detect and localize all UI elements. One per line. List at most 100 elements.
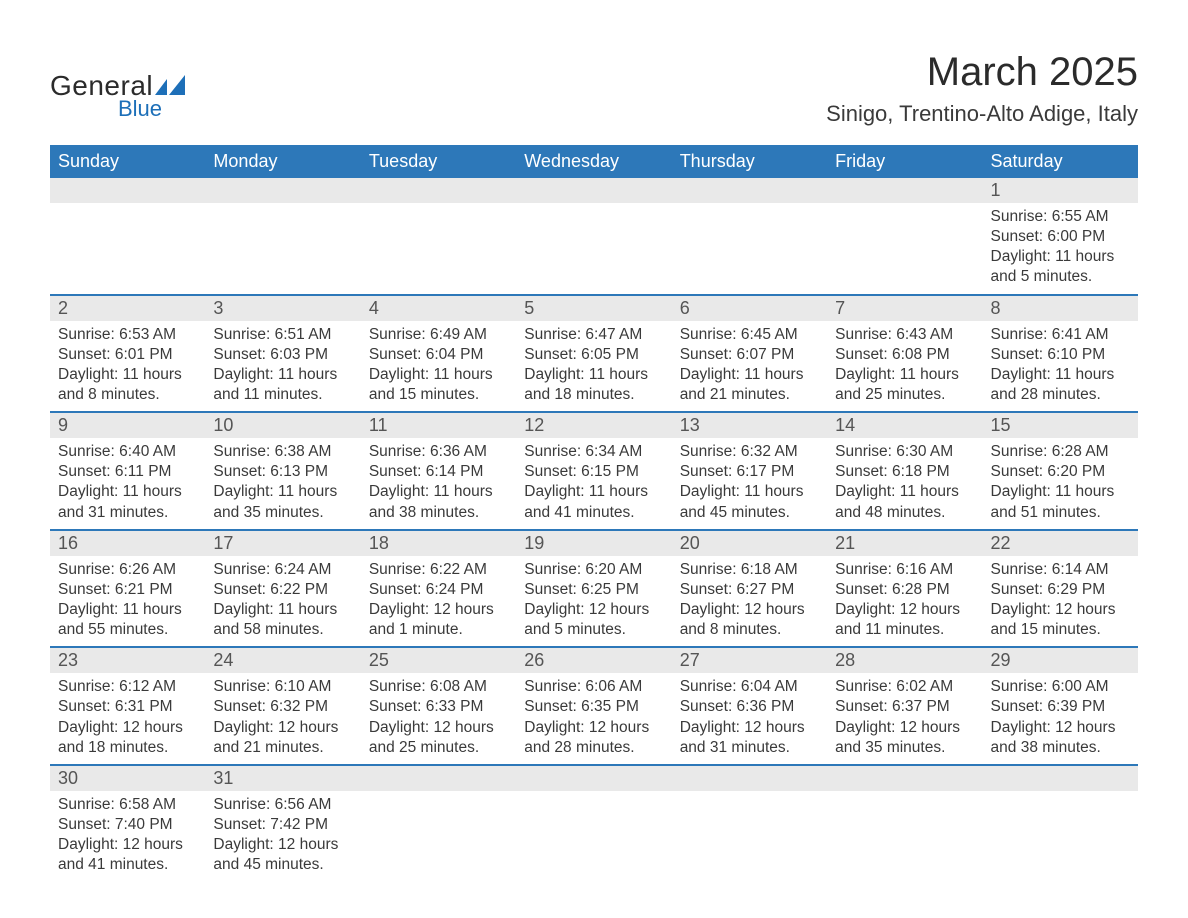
daylight-2: and 8 minutes. [680,620,819,640]
day-cell: Sunrise: 6:40 AMSunset: 6:11 PMDaylight:… [50,438,205,530]
day-num: 30 [50,765,205,791]
dow-friday: Friday [827,145,982,178]
daylight-1: Daylight: 12 hours [524,600,663,620]
sunset: Sunset: 7:40 PM [58,815,197,835]
day-cell: Sunrise: 6:28 AMSunset: 6:20 PMDaylight:… [983,438,1138,530]
sunset: Sunset: 6:01 PM [58,345,197,365]
week-2-daynums: 9101112131415 [50,412,1138,438]
sunset: Sunset: 6:33 PM [369,697,508,717]
daylight-1: Daylight: 11 hours [58,365,197,385]
dow-thursday: Thursday [672,145,827,178]
daylight-2: and 11 minutes. [213,385,352,405]
day-num: 29 [983,647,1138,673]
day-cell: Sunrise: 6:10 AMSunset: 6:32 PMDaylight:… [205,673,360,765]
day-cell [361,791,516,882]
dow-sunday: Sunday [50,145,205,178]
sunset: Sunset: 6:28 PM [835,580,974,600]
daylight-1: Daylight: 11 hours [213,600,352,620]
daylight-1: Daylight: 12 hours [835,600,974,620]
daylight-1: Daylight: 11 hours [213,482,352,502]
day-cell: Sunrise: 6:36 AMSunset: 6:14 PMDaylight:… [361,438,516,530]
sunrise: Sunrise: 6:04 AM [680,677,819,697]
daylight-1: Daylight: 12 hours [991,600,1130,620]
day-num [672,178,827,203]
sunrise: Sunrise: 6:53 AM [58,325,197,345]
day-cell: Sunrise: 6:06 AMSunset: 6:35 PMDaylight:… [516,673,671,765]
sunrise: Sunrise: 6:41 AM [991,325,1130,345]
sunrise: Sunrise: 6:12 AM [58,677,197,697]
day-num: 19 [516,530,671,556]
sunset: Sunset: 6:29 PM [991,580,1130,600]
day-num: 16 [50,530,205,556]
daylight-2: and 25 minutes. [369,738,508,758]
day-cell: Sunrise: 6:32 AMSunset: 6:17 PMDaylight:… [672,438,827,530]
sunset: Sunset: 6:05 PM [524,345,663,365]
sunset: Sunset: 6:10 PM [991,345,1130,365]
sunrise: Sunrise: 6:24 AM [213,560,352,580]
sunset: Sunset: 6:22 PM [213,580,352,600]
day-cell: Sunrise: 6:58 AMSunset: 7:40 PMDaylight:… [50,791,205,882]
day-num: 7 [827,295,982,321]
month-title: March 2025 [826,50,1138,95]
sunset: Sunset: 6:03 PM [213,345,352,365]
daylight-1: Daylight: 11 hours [213,365,352,385]
day-num [827,178,982,203]
day-num: 22 [983,530,1138,556]
day-cell: Sunrise: 6:49 AMSunset: 6:04 PMDaylight:… [361,321,516,413]
day-cell: Sunrise: 6:43 AMSunset: 6:08 PMDaylight:… [827,321,982,413]
title-block: March 2025 Sinigo, Trentino-Alto Adige, … [826,50,1138,127]
daylight-1: Daylight: 11 hours [524,482,663,502]
daylight-1: Daylight: 11 hours [58,482,197,502]
day-num: 14 [827,412,982,438]
day-cell [205,203,360,295]
sunset: Sunset: 6:07 PM [680,345,819,365]
day-cell: Sunrise: 6:14 AMSunset: 6:29 PMDaylight:… [983,556,1138,648]
day-num: 1 [983,178,1138,203]
day-cell: Sunrise: 6:34 AMSunset: 6:15 PMDaylight:… [516,438,671,530]
day-num: 10 [205,412,360,438]
sunrise: Sunrise: 6:56 AM [213,795,352,815]
day-num: 2 [50,295,205,321]
week-1-details: Sunrise: 6:53 AMSunset: 6:01 PMDaylight:… [50,321,1138,413]
dow-wednesday: Wednesday [516,145,671,178]
day-cell: Sunrise: 6:08 AMSunset: 6:33 PMDaylight:… [361,673,516,765]
day-num: 25 [361,647,516,673]
daylight-1: Daylight: 11 hours [680,482,819,502]
day-num [516,178,671,203]
sunset: Sunset: 6:14 PM [369,462,508,482]
sunrise: Sunrise: 6:32 AM [680,442,819,462]
daylight-1: Daylight: 11 hours [991,482,1130,502]
daylight-2: and 31 minutes. [680,738,819,758]
daylight-1: Daylight: 12 hours [835,718,974,738]
daylight-1: Daylight: 12 hours [369,600,508,620]
daylight-2: and 11 minutes. [835,620,974,640]
day-cell: Sunrise: 6:04 AMSunset: 6:36 PMDaylight:… [672,673,827,765]
day-cell: Sunrise: 6:45 AMSunset: 6:07 PMDaylight:… [672,321,827,413]
day-num: 3 [205,295,360,321]
sunrise: Sunrise: 6:49 AM [369,325,508,345]
sunrise: Sunrise: 6:38 AM [213,442,352,462]
day-num: 5 [516,295,671,321]
week-2-details: Sunrise: 6:40 AMSunset: 6:11 PMDaylight:… [50,438,1138,530]
sunrise: Sunrise: 6:58 AM [58,795,197,815]
day-cell [827,791,982,882]
day-num: 28 [827,647,982,673]
day-cell: Sunrise: 6:22 AMSunset: 6:24 PMDaylight:… [361,556,516,648]
sunset: Sunset: 6:17 PM [680,462,819,482]
daylight-2: and 15 minutes. [369,385,508,405]
daylight-1: Daylight: 11 hours [991,247,1130,267]
logo-text-blue: Blue [118,96,162,122]
day-cell: Sunrise: 6:56 AMSunset: 7:42 PMDaylight:… [205,791,360,882]
sunset: Sunset: 6:31 PM [58,697,197,717]
daylight-1: Daylight: 11 hours [680,365,819,385]
day-cell: Sunrise: 6:38 AMSunset: 6:13 PMDaylight:… [205,438,360,530]
daylight-2: and 21 minutes. [680,385,819,405]
daylight-2: and 25 minutes. [835,385,974,405]
day-cell: Sunrise: 6:41 AMSunset: 6:10 PMDaylight:… [983,321,1138,413]
daylight-2: and 58 minutes. [213,620,352,640]
day-num [361,765,516,791]
dow-saturday: Saturday [983,145,1138,178]
daylight-2: and 15 minutes. [991,620,1130,640]
daylight-2: and 1 minute. [369,620,508,640]
daylight-2: and 8 minutes. [58,385,197,405]
